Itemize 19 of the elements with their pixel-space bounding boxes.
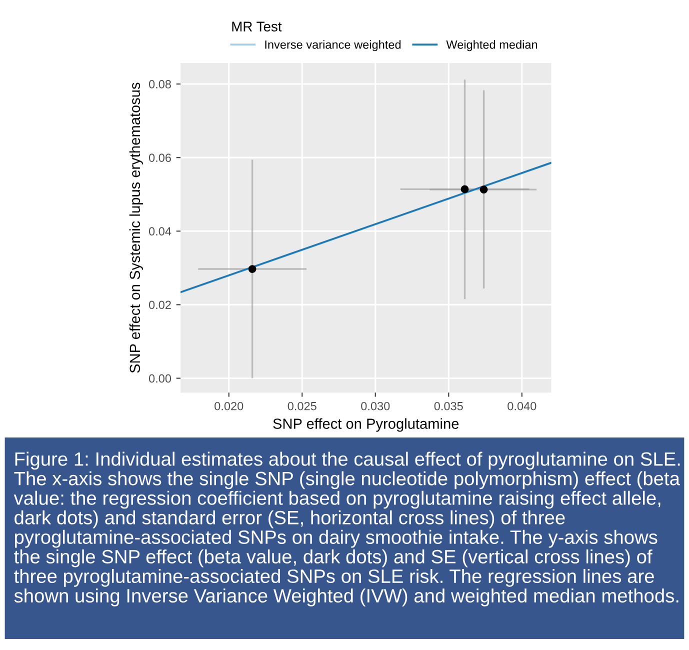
y-tick-label: 0.08 bbox=[148, 80, 171, 88]
legend-title: MR Test bbox=[232, 22, 282, 32]
caption: Figure 1: Individual estimates about the causal effect of pyroglutamine on SLE. The x-axis shows the single SNP (single nucleotide polymorphism) effect (beta value: the regression coefficient based on pyroglutamine raising effect allele, dark dots) and standard error (SE, horizontal cross lines) of three pyroglutamine-associated SNPs on dairy smoothie intake. The y-axis shows the single SNP effect (beta value, dark dots) and SE (vertical cross lines) of three pyroglutamine-associated SNPs on SLE risk. The regression lines are shown using Inverse Variance Weighted (IVW) and weighted median methods. bbox=[14, 452, 680, 606]
x-tick-label: 0.030 bbox=[361, 402, 390, 410]
x-tick-label: 0.040 bbox=[508, 402, 536, 410]
x-axis-title: SNP effect on Pyroglutamine bbox=[273, 418, 459, 432]
point bbox=[248, 265, 256, 273]
legend-label: Inverse variance weighted bbox=[265, 40, 401, 52]
point bbox=[480, 186, 488, 194]
legend-label: Weighted median bbox=[446, 40, 538, 52]
y-tick-label: 0.04 bbox=[148, 227, 172, 236]
y-tick-label: 0.06 bbox=[148, 154, 171, 162]
x-tick-label: 0.020 bbox=[214, 402, 244, 410]
x-tick-label: 0.025 bbox=[288, 402, 316, 410]
y-tick-label: 0.00 bbox=[148, 374, 172, 383]
x-tick-label: 0.035 bbox=[434, 402, 463, 410]
y-axis-title: SNP effect on Systemic lupus erythematosus bbox=[129, 82, 143, 373]
point bbox=[460, 185, 469, 194]
y-tick-label: 0.02 bbox=[148, 300, 171, 310]
